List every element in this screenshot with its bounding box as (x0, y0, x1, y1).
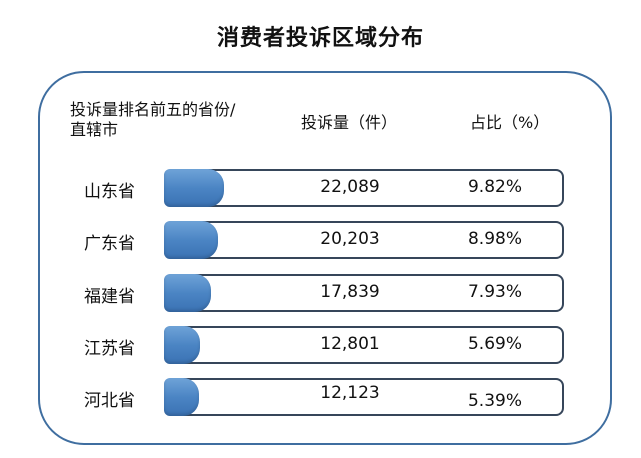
share-label: 7.93% (467, 282, 522, 302)
count-label: 12,801 (320, 334, 380, 354)
share-label: 5.39% (467, 391, 522, 411)
category-label: 河北省 (84, 391, 135, 411)
count-label: 12,123 (320, 383, 380, 403)
chart-title: 消费者投诉区域分布 (216, 26, 424, 51)
share-label: 8.98% (467, 229, 522, 249)
header-rank: 投诉量排名前五的省份/直辖市 (70, 100, 236, 139)
count-label: 17,839 (320, 282, 380, 302)
bar (164, 221, 218, 259)
share-label: 5.69% (467, 334, 522, 354)
count-label: 20,203 (320, 229, 380, 249)
rounded-panel (38, 71, 612, 445)
bar (164, 274, 211, 312)
category-label: 江苏省 (84, 339, 135, 359)
bar (164, 378, 199, 416)
bar (164, 169, 224, 207)
share-label: 9.82% (467, 177, 522, 197)
header-count: 投诉量（件） (301, 113, 398, 132)
row-frame (164, 169, 564, 207)
category-label: 福建省 (84, 287, 135, 307)
header-share: 占比（%） (470, 113, 550, 132)
row-frame (164, 378, 564, 416)
category-label: 广东省 (84, 234, 135, 254)
bar (164, 326, 200, 364)
row-frame (164, 221, 564, 259)
count-label: 22,089 (320, 177, 380, 197)
category-label: 山东省 (84, 182, 135, 202)
row-frame (164, 326, 564, 364)
